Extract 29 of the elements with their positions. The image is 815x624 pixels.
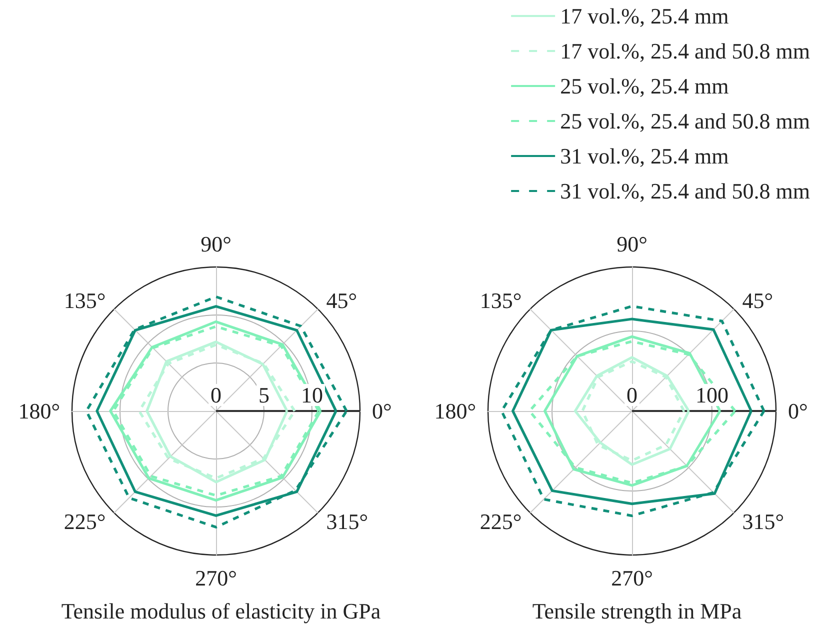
legend-label: 17 vol.%, 25.4 mm xyxy=(560,4,729,28)
spoke-label: 135° xyxy=(64,288,106,314)
spoke-label: 0° xyxy=(788,398,808,424)
spoke-label: 315° xyxy=(326,508,368,534)
spoke-label: 90° xyxy=(616,232,648,256)
spoke-label: 315° xyxy=(742,508,784,534)
spoke-label: 225° xyxy=(480,508,522,534)
spoke-label: 90° xyxy=(200,232,232,256)
spoke-label: 225° xyxy=(64,508,106,534)
spoke-label: 180° xyxy=(18,398,60,424)
legend-label: 17 vol.%, 25.4 and 50.8 mm xyxy=(560,38,810,64)
y-tick-label: 0 xyxy=(210,382,222,408)
y-tick-label: 5 xyxy=(258,382,270,408)
spoke-label: 180° xyxy=(434,398,476,424)
y-tick-label: 0 xyxy=(626,382,638,408)
legend-label: 31 vol.%, 25.4 and 50.8 mm xyxy=(560,178,810,204)
legend-label: 31 vol.%, 25.4 mm xyxy=(560,144,729,168)
spoke-label: 45° xyxy=(326,288,358,314)
text: Tensile strength in MPa xyxy=(532,598,742,624)
spoke-label: 135° xyxy=(480,288,522,314)
text: Tensile modulus of elasticity in GPa xyxy=(61,598,381,624)
spoke-label: 270° xyxy=(611,566,653,590)
y-tick-label: 10 xyxy=(301,382,323,408)
spoke-label: 45° xyxy=(742,288,774,314)
y-tick-label: 100 xyxy=(696,382,728,408)
spoke-label: 270° xyxy=(195,566,237,590)
legend-label: 25 vol.%, 25.4 mm xyxy=(560,74,729,98)
spoke-label: 0° xyxy=(372,398,392,424)
legend-label: 25 vol.%, 25.4 and 50.8 mm xyxy=(560,108,810,134)
